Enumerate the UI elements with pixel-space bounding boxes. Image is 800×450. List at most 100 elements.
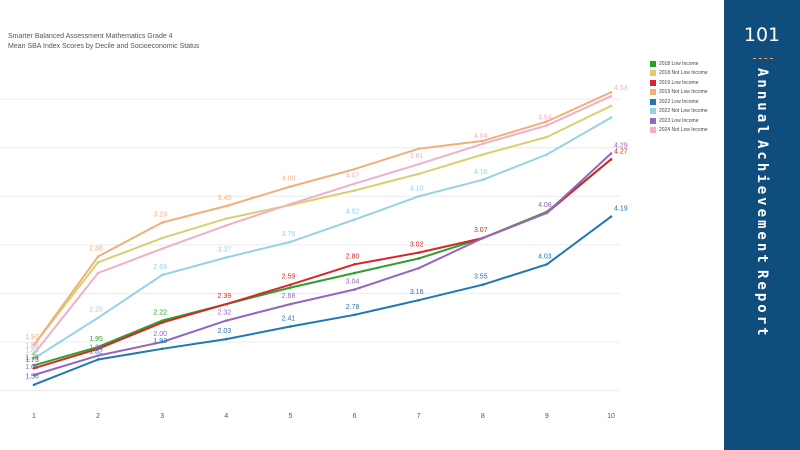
data-point	[353, 218, 356, 221]
series-line	[33, 91, 612, 346]
legend-item: 2024 Not Low Income	[650, 126, 708, 136]
data-point	[417, 266, 420, 270]
data-label: 2.32	[218, 310, 232, 317]
legend-label: 2022 Not Low Income	[659, 108, 708, 115]
data-point	[545, 153, 549, 156]
data-label: 3.55	[474, 274, 488, 281]
legend-swatch	[650, 98, 656, 105]
legend-swatch	[650, 79, 656, 86]
data-label: 3.76	[282, 231, 296, 238]
sidebar-word-achievement: Achievement	[754, 140, 770, 266]
data-label: 2.78	[346, 304, 360, 311]
data-label: 4.29	[614, 143, 628, 150]
data-point	[160, 347, 164, 351]
legend-swatch	[650, 60, 656, 67]
data-point	[160, 321, 164, 324]
data-point	[160, 319, 164, 322]
data-label: 2.25	[89, 307, 103, 314]
data-label: 4.10	[410, 185, 424, 192]
data-point	[353, 262, 356, 266]
series-line	[33, 95, 612, 355]
data-label: 2.69	[153, 264, 167, 271]
legend: 2018 Low Income 2018 Not Low Income 2019 L…	[650, 59, 708, 135]
legend-swatch	[650, 108, 656, 115]
x-tick-label: 10	[607, 413, 615, 420]
data-point	[160, 340, 164, 344]
x-tick-label: 5	[288, 413, 292, 420]
data-point	[32, 364, 36, 367]
data-point	[481, 139, 485, 143]
data-point	[96, 255, 100, 258]
data-label: 1.73	[25, 357, 39, 364]
data-point	[353, 271, 356, 275]
data-label: 4.27	[614, 148, 628, 155]
data-label: 3.23	[153, 212, 167, 219]
data-label: 1.95	[89, 336, 103, 343]
data-label: 2.59	[282, 274, 296, 281]
data-label: 1.76	[25, 354, 39, 361]
data-point	[225, 204, 228, 208]
data-label: 1.56	[25, 374, 39, 381]
series-line	[33, 105, 612, 346]
series-line	[33, 158, 612, 367]
data-point	[545, 211, 549, 215]
data-point	[609, 94, 613, 98]
data-point	[96, 316, 100, 320]
data-label: 1.86	[89, 345, 103, 352]
data-point	[481, 153, 485, 156]
data-point	[609, 104, 613, 108]
data-label: 3.37	[218, 246, 232, 253]
data-point	[96, 271, 100, 275]
data-label: 2.03	[218, 328, 232, 335]
data-point	[545, 135, 549, 139]
data-point	[160, 236, 164, 240]
legend-swatch	[650, 70, 656, 77]
data-label: 4.19	[614, 206, 628, 213]
data-point	[32, 383, 36, 387]
data-point	[609, 116, 613, 119]
legend-swatch	[650, 89, 656, 96]
data-label: 3.02	[410, 242, 424, 249]
data-label: 1.88	[25, 343, 39, 350]
chart-title: Smarter Balanced Assessment Mathematics …	[8, 33, 173, 40]
data-point	[417, 298, 420, 302]
data-point	[417, 251, 420, 254]
data-point	[609, 91, 613, 94]
data-point	[160, 221, 164, 224]
data-point	[417, 147, 420, 150]
data-label: 2.80	[346, 253, 360, 260]
x-tick-label: 7	[417, 413, 421, 420]
data-point	[481, 142, 485, 146]
data-point	[96, 354, 100, 357]
series-lines	[32, 91, 613, 387]
data-point	[289, 325, 292, 328]
data-point	[353, 288, 356, 291]
data-label: 1.83	[25, 348, 39, 355]
data-labels: 1.76 1.95 2.22 1.73 2.39 2.59 2.80 3.02 3.07 4.27…	[25, 85, 628, 381]
line-chart: 1.76 1.95 2.22 1.73 2.39 2.59 2.80 3.02 3.07 4.27…	[0, 85, 628, 420]
data-label: 3.81	[410, 153, 424, 160]
data-label: 1.97	[25, 334, 39, 341]
sidebar-divider	[753, 58, 773, 59]
legend-item: 2023 Low Income	[650, 116, 708, 126]
data-point	[289, 240, 292, 244]
data-point	[609, 215, 613, 218]
data-label: 4.03	[538, 253, 552, 260]
x-tick-label: 1	[32, 413, 36, 420]
data-point	[417, 172, 420, 176]
data-point	[417, 162, 420, 166]
data-label: 3.16	[410, 289, 424, 296]
data-point	[289, 286, 292, 289]
data-point	[160, 273, 164, 277]
legend-swatch	[650, 117, 656, 124]
data-label: 2.41	[282, 315, 296, 322]
data-point	[417, 194, 420, 198]
x-tick-label: 2	[96, 413, 100, 420]
data-point	[353, 189, 356, 192]
data-point	[225, 217, 228, 220]
legend-item: 2022 Low Income	[650, 97, 708, 107]
data-point	[289, 302, 292, 306]
data-label: 1.82	[89, 348, 103, 355]
report-sidebar: 101 Annual Achievement Report	[724, 0, 800, 450]
legend-label: 2018 Not Low Income	[659, 70, 708, 77]
